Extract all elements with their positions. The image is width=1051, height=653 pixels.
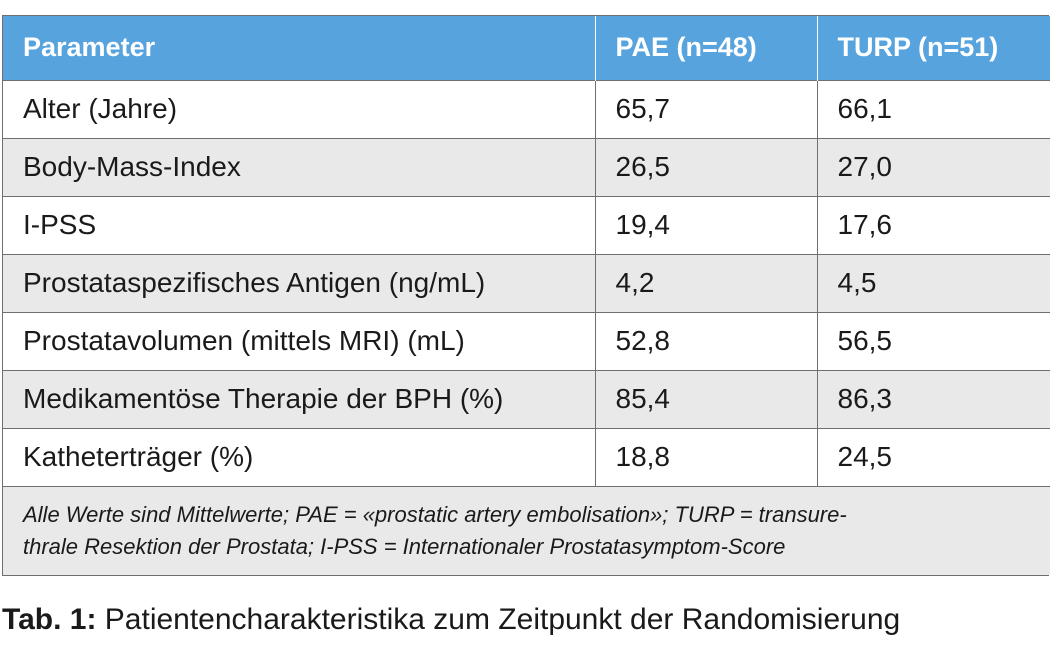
row-parameter: Alter (Jahre): [3, 79, 595, 138]
row-parameter: Katheterträger (%): [3, 427, 595, 486]
row-pae-value: 18,8: [594, 427, 817, 486]
table-footnote: Alle Werte sind Mittelwerte; PAE = «pros…: [3, 485, 1050, 575]
patient-characteristics-table: Parameter PAE (n=48) TURP (n=51) Alter (…: [2, 15, 1050, 576]
header-parameter: Parameter: [3, 16, 595, 80]
footnote-line-2: thrale Resektion der Prostata; I-PSS = I…: [23, 533, 786, 559]
row-turp-value: 27,0: [816, 137, 1050, 196]
caption-label: Tab. 1:: [2, 603, 97, 636]
row-pae-value: 4,2: [594, 253, 817, 312]
row-turp-value: 17,6: [816, 195, 1050, 254]
row-pae-value: 65,7: [594, 79, 817, 138]
header-pae: PAE (n=48): [594, 16, 817, 80]
table-footnote-row: Alle Werte sind Mittelwerte; PAE = «pros…: [3, 485, 1050, 575]
row-pae-value: 19,4: [594, 195, 817, 254]
row-pae-value: 26,5: [594, 137, 817, 196]
table-header-row: Parameter PAE (n=48) TURP (n=51): [3, 16, 1050, 80]
row-parameter: Medikamentöse Therapie der BPH (%): [3, 369, 595, 428]
row-turp-value: 86,3: [816, 369, 1050, 428]
footnote-line-1: Alle Werte sind Mittelwerte; PAE = «pros…: [23, 501, 847, 527]
row-pae-value: 85,4: [594, 369, 817, 428]
row-turp-value: 66,1: [816, 79, 1050, 138]
row-pae-value: 52,8: [594, 311, 817, 370]
row-turp-value: 24,5: [816, 427, 1050, 486]
row-turp-value: 4,5: [816, 253, 1050, 312]
table-row: Body-Mass-Index 26,5 27,0: [3, 137, 1050, 196]
row-turp-value: 56,5: [816, 311, 1050, 370]
row-parameter: Prostataspezifisches Antigen (ng/mL): [3, 253, 595, 312]
table-caption: Tab. 1: Patientencharakteristika zum Zei…: [2, 603, 900, 637]
row-parameter: Body-Mass-Index: [3, 137, 595, 196]
row-parameter: I-PSS: [3, 195, 595, 254]
row-parameter: Prostatavolumen (mittels MRI) (mL): [3, 311, 595, 370]
caption-text: Patientencharakteristika zum Zeitpunkt d…: [96, 603, 901, 636]
table-row: I-PSS 19,4 17,6: [3, 195, 1050, 254]
data-table: Parameter PAE (n=48) TURP (n=51) Alter (…: [3, 16, 1050, 575]
header-turp: TURP (n=51): [816, 16, 1050, 80]
table-row: Prostatavolumen (mittels MRI) (mL) 52,8 …: [3, 311, 1050, 370]
table-row: Prostataspezifisches Antigen (ng/mL) 4,2…: [3, 253, 1050, 312]
table-row: Medikamentöse Therapie der BPH (%) 85,4 …: [3, 369, 1050, 428]
table-row: Katheterträger (%) 18,8 24,5: [3, 427, 1050, 486]
table-row: Alter (Jahre) 65,7 66,1: [3, 79, 1050, 138]
